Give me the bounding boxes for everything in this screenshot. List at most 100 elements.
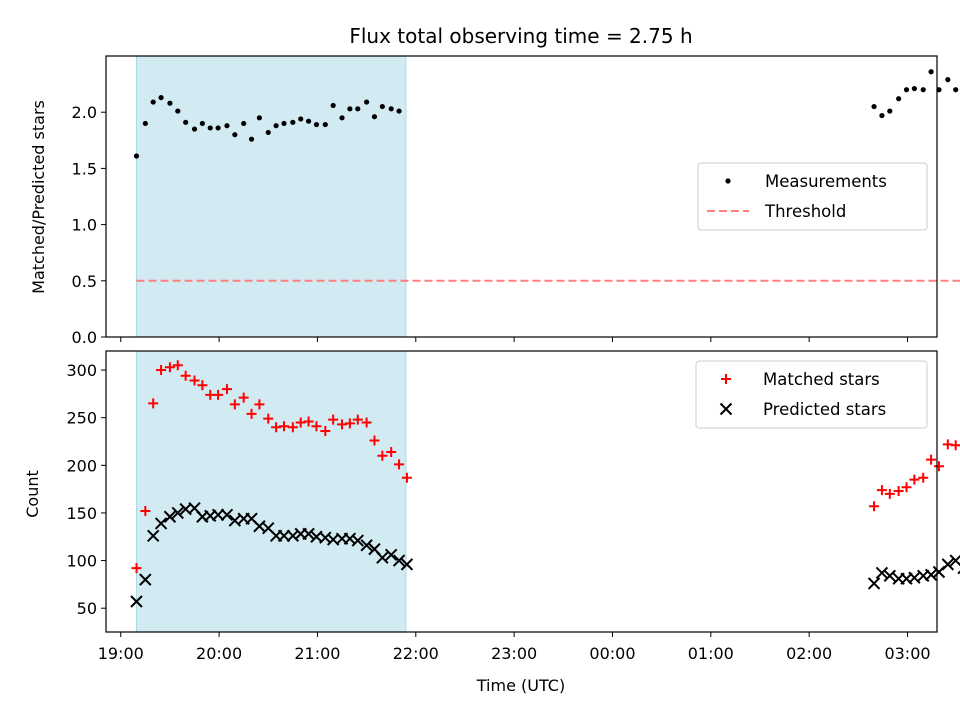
bottom-series-1: [130, 501, 960, 608]
top-point: [305, 118, 312, 124]
legend-entry-label: Measurements: [765, 172, 887, 191]
top-point: [256, 115, 263, 121]
bottom-point: [263, 413, 274, 424]
top-point: [265, 129, 271, 136]
legend-swatch: [719, 402, 733, 416]
top-point: [322, 121, 328, 128]
bottom-point: [254, 399, 265, 410]
top-point: [936, 87, 942, 93]
x-tick-label: 19:00: [98, 644, 144, 663]
x-tick-label: 22:00: [393, 644, 439, 663]
top-series-0: [133, 69, 959, 159]
bottom-point: [384, 548, 398, 562]
top-point: [896, 96, 902, 102]
chart-title: Flux total observing time = 2.75 h: [349, 24, 692, 48]
top-y-tick-label: 1.0: [72, 216, 97, 235]
x-tick-label: 03:00: [884, 644, 930, 663]
bottom-point: [220, 508, 234, 522]
bottom-point: [926, 454, 937, 465]
top-point: [879, 112, 885, 119]
bottom-point: [172, 360, 183, 371]
bottom-point: [139, 573, 152, 586]
bottom-point: [277, 529, 291, 543]
bottom-point: [377, 450, 388, 461]
bottom-point: [287, 422, 298, 433]
top-point: [142, 120, 148, 127]
bottom-point: [361, 417, 372, 428]
x-axis-label: Time (UTC): [476, 676, 565, 695]
bottom-point: [213, 389, 224, 400]
bottom-point: [131, 563, 142, 574]
bottom-point: [924, 568, 938, 582]
top-point: [290, 119, 296, 125]
top-point: [911, 85, 917, 92]
top-y-tick-label: 0.5: [72, 272, 97, 291]
top-point: [379, 103, 385, 110]
bottom-point: [238, 392, 249, 403]
top-shaded-interval: [135, 55, 407, 338]
bottom-shaded-interval: [135, 350, 407, 633]
bottom-point: [328, 414, 339, 425]
top-point: [248, 136, 255, 142]
bottom-y-tick-label: 150: [66, 504, 97, 523]
bottom-point: [909, 474, 920, 485]
top-point: [928, 69, 934, 75]
bottom-point: [351, 534, 364, 547]
bottom-point: [344, 418, 355, 429]
legend-entry-label: Matched stars: [763, 370, 880, 389]
legend-entry-label: Predicted stars: [763, 400, 886, 419]
top-point: [133, 153, 140, 159]
top-point: [183, 119, 189, 125]
top-point: [347, 106, 353, 112]
bottom-point: [869, 501, 880, 512]
bottom-point: [360, 539, 373, 552]
bottom-point: [933, 461, 944, 472]
x-tick-label: 20:00: [196, 644, 242, 663]
legend-entry-label: Threshold: [764, 202, 846, 221]
bottom-y-axis-label: Count: [23, 470, 42, 518]
bottom-point: [303, 416, 314, 427]
top-point: [371, 114, 378, 120]
top-point: [903, 87, 910, 93]
bottom-point: [941, 558, 955, 571]
bottom-point: [918, 472, 929, 483]
top-point: [150, 99, 156, 105]
top-point: [388, 106, 394, 112]
bottom-point: [376, 551, 389, 564]
bottom-y-tick-label: 250: [66, 409, 97, 428]
bottom-point: [140, 506, 151, 517]
bottom-point: [130, 595, 143, 608]
bottom-y-tick-label: 200: [66, 456, 97, 475]
bottom-point: [394, 459, 405, 470]
bottom-panel: 50 100 150 200 250 300 19:00 20:00 21:00 22:00 23:…: [66, 350, 960, 663]
bottom-point: [392, 554, 406, 567]
bottom-point: [189, 375, 200, 386]
top-point: [887, 108, 893, 114]
top-point: [191, 126, 198, 132]
bottom-point: [876, 485, 887, 496]
top-point: [396, 108, 402, 114]
bottom-point: [180, 370, 191, 381]
bottom-y-tick-label: 50: [77, 599, 97, 618]
top-point: [364, 99, 370, 105]
bottom-point: [401, 472, 412, 483]
bottom-point: [164, 362, 175, 373]
top-point: [945, 77, 951, 83]
top-point: [199, 120, 205, 127]
bottom-point: [386, 446, 397, 457]
top-point: [920, 87, 926, 93]
top-point: [298, 116, 304, 122]
bottom-point: [171, 506, 184, 520]
top-y-tick-label: 2.0: [72, 103, 97, 122]
bottom-point: [893, 486, 904, 497]
top-point: [215, 125, 221, 131]
bottom-point: [279, 421, 290, 432]
bottom-y-tick-label: 100: [66, 552, 97, 571]
legend-swatch: [725, 178, 731, 184]
bottom-point: [163, 510, 177, 523]
top-point: [330, 102, 336, 109]
bottom-point: [352, 414, 363, 425]
bottom-point: [875, 566, 889, 580]
bottom-point: [146, 529, 160, 543]
